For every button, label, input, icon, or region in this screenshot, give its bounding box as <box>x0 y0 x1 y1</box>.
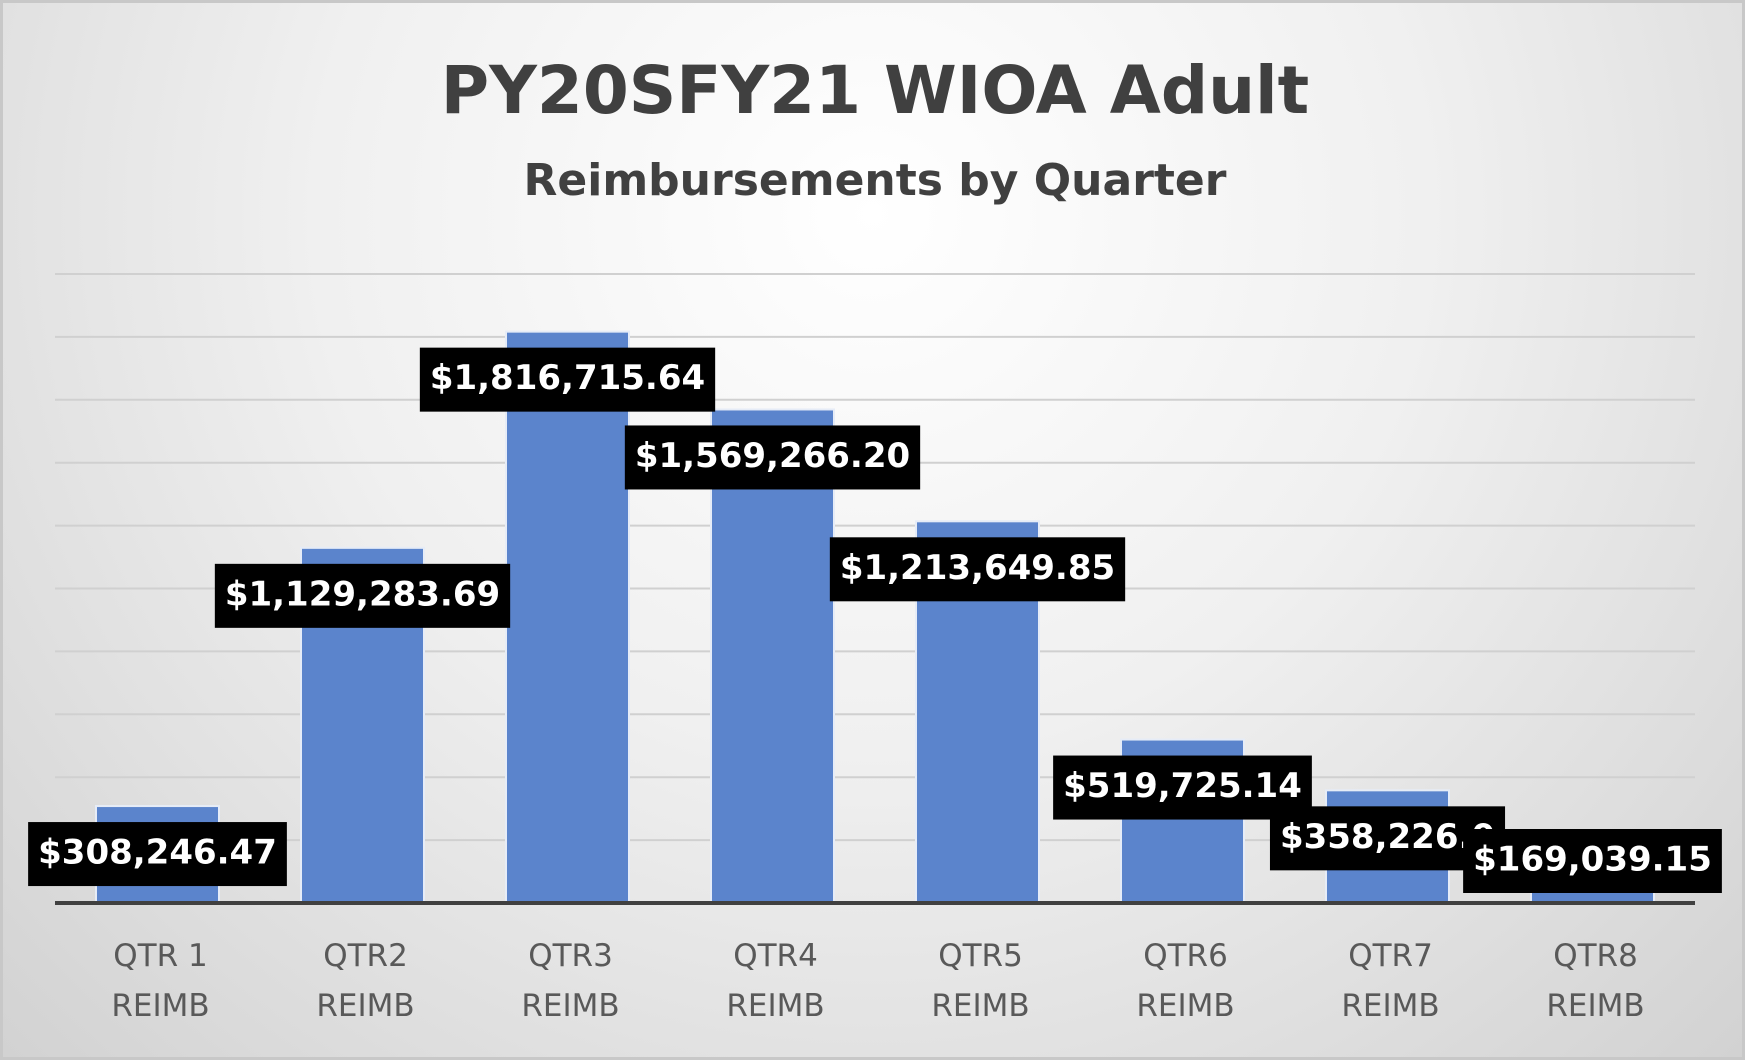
data-label-text: $1,816,715.64 <box>430 358 705 398</box>
data-label: $519,725.14 <box>1053 755 1312 820</box>
data-label: $169,039.15 <box>1463 829 1722 893</box>
x-tick-label: QTR 1 REIMB <box>111 938 210 1024</box>
x-tick-label: QTR6 REIMB <box>1136 938 1235 1024</box>
data-label-box <box>1053 755 1312 820</box>
chart: PY20SFY21 WIOA Adult Reimbursements by Q… <box>28 52 1722 905</box>
x-tick-label: QTR5 REIMB <box>931 938 1030 1024</box>
data-label-text: $1,129,283.69 <box>225 574 500 614</box>
data-label: $1,129,283.69 <box>214 563 511 628</box>
data-label-box <box>1463 829 1722 893</box>
data-label-text: $519,725.14 <box>1063 766 1302 806</box>
x-tick-label: QTR7 REIMB <box>1341 938 1440 1024</box>
data-label-text: $358,226.0 <box>1280 817 1495 857</box>
data-label-text: $169,039.15 <box>1473 840 1712 880</box>
data-label-box <box>214 563 511 628</box>
data-label-box <box>419 347 716 412</box>
x-tick-label: QTR2 REIMB <box>316 938 415 1024</box>
data-label-box <box>28 822 287 887</box>
data-label: $1,213,649.85 <box>829 537 1126 602</box>
data-label: $1,816,715.64 <box>419 347 716 412</box>
data-label: $308,246.47 <box>28 822 287 887</box>
x-tick-label: QTR4 REIMB <box>726 938 825 1024</box>
data-label-box <box>829 537 1126 602</box>
chart-title: PY20SFY21 WIOA Adult <box>441 52 1309 129</box>
data-label-text: $308,246.47 <box>38 833 277 873</box>
chart-subtitle: Reimbursements by Quarter <box>524 155 1227 206</box>
bar <box>710 408 835 904</box>
data-label-box <box>624 425 921 490</box>
data-label-text: $1,569,266.20 <box>635 436 910 476</box>
x-tick-label: QTR8 REIMB <box>1546 938 1645 1024</box>
data-label: $1,569,266.20 <box>624 425 921 490</box>
bar <box>505 330 630 904</box>
x-tick-label: QTR3 REIMB <box>521 938 620 1024</box>
data-label-text: $1,213,649.85 <box>840 548 1115 588</box>
data-labels: $308,246.47 $1,129,283.69 $1,816,715.64 $1,… <box>28 347 1722 893</box>
